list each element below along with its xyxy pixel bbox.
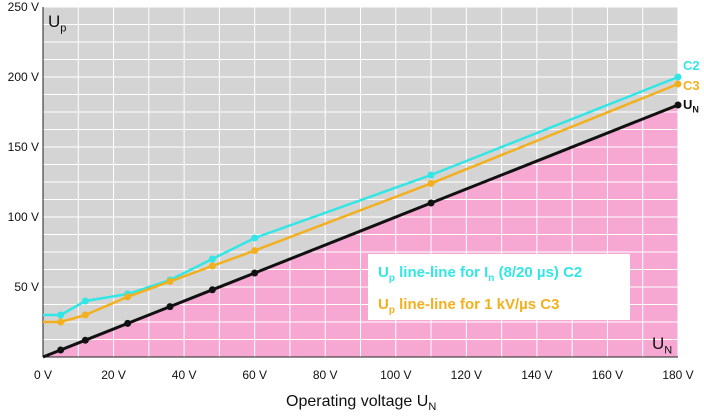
data-point-c2 [251,234,259,242]
data-point-c3 [166,277,174,285]
y-tick-label: 50 V [14,280,39,294]
x-tick-label: 0 V [34,368,52,382]
data-point-un [57,346,65,354]
x-tick-label: 40 V [172,368,197,382]
y-axis-label: Up [48,12,67,35]
y-tick-label: 200 V [8,70,39,84]
data-point-c3 [674,80,682,88]
x-tick-label: 140 V [521,368,552,382]
y-tick-label: 100 V [8,210,39,224]
data-point-c3 [208,262,216,270]
x-tick-label: 120 V [451,368,482,382]
data-point-un [208,286,216,294]
series-end-label-c3: C3 [683,78,700,93]
data-point-un [124,319,132,327]
data-point-un [166,303,174,311]
data-point-c3 [57,318,65,326]
x-tick-label: 100 V [380,368,411,382]
data-point-un [427,199,435,207]
x-tick-label: 20 V [101,368,126,382]
data-point-un [251,269,259,277]
un-corner-label: UN [652,334,673,357]
data-point-c3 [81,311,89,319]
legend-item-c2: Up line-line for In (8/20 µs) C2 [378,264,583,284]
data-point-c2 [57,311,65,319]
x-tick-label: 160 V [592,368,623,382]
data-point-c2 [674,73,682,81]
x-tick-label: 60 V [242,368,267,382]
y-tick-label: 150 V [8,140,39,154]
y-tick-label: 250 V [8,0,39,14]
data-point-c3 [124,293,132,301]
data-point-un [674,101,682,109]
legend-item-c3: Up line-line for 1 kV/µs C3 [378,296,560,316]
data-point-c3 [427,179,435,187]
x-tick-label: 80 V [313,368,338,382]
series-end-label-un: UN [683,97,699,115]
data-point-c3 [251,247,259,255]
x-tick-label: 180 V [662,368,693,382]
data-point-un [81,336,89,344]
data-point-c2 [427,171,435,179]
data-point-c2 [208,255,216,263]
x-axis-label: Operating voltage UN [286,393,437,414]
series-end-label-c2: C2 [683,58,700,73]
data-point-c2 [81,297,89,305]
legend: Up line-line for In (8/20 µs) C2 Up line… [368,254,630,320]
